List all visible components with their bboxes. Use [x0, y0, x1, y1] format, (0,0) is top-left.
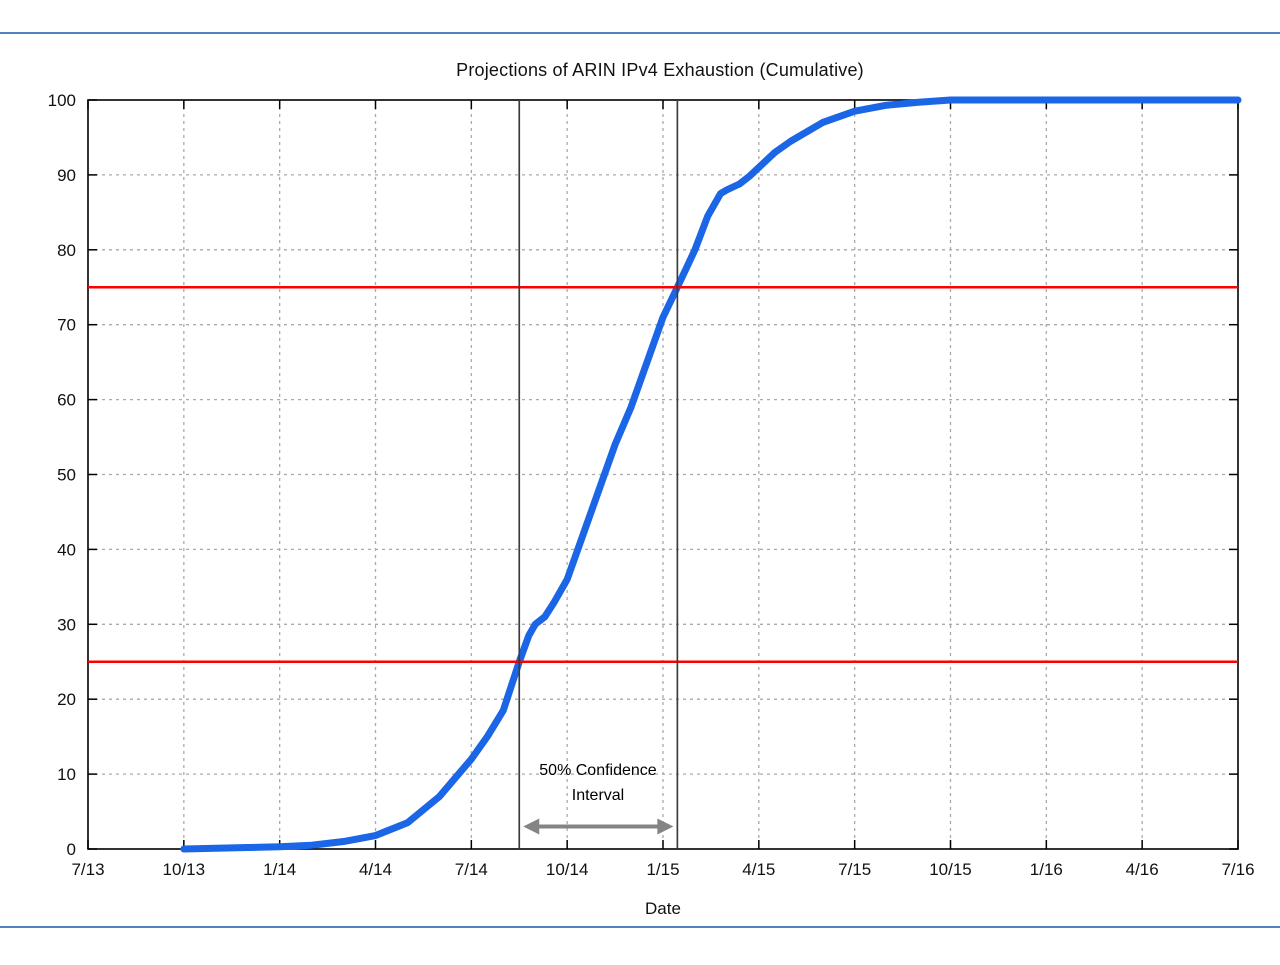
y-tick-label: 40	[57, 540, 76, 559]
x-tick-label: 7/16	[1221, 860, 1254, 879]
x-tick-label: 4/14	[359, 860, 392, 879]
x-tick-label: 10/15	[929, 860, 972, 879]
series-cumulative-exhaustion-probability	[180, 96, 1242, 853]
x-axis-label: Date	[645, 899, 681, 918]
confidence-interval-label-line1: 50% Confidence	[539, 762, 657, 779]
y-tick-label: 0	[67, 840, 76, 859]
y-tick-label: 50	[57, 466, 76, 485]
x-tick-label: 7/13	[71, 860, 104, 879]
y-tick-label: 100	[48, 91, 76, 110]
x-tick-label: 10/14	[546, 860, 589, 879]
y-tick-label: 90	[57, 166, 76, 185]
x-tick-label: 10/13	[163, 860, 206, 879]
x-tick-label: 1/14	[263, 860, 296, 879]
y-tick-label: 20	[57, 690, 76, 709]
confidence-interval-label-line2: Interval	[571, 787, 625, 804]
ci-arrow-head-left	[523, 818, 540, 835]
x-tick-label: 4/16	[1126, 860, 1159, 879]
x-tick-label: 7/15	[838, 860, 871, 879]
y-tick-label: 30	[57, 615, 76, 634]
bottom-border-rule	[0, 926, 1280, 928]
x-tick-label: 1/16	[1030, 860, 1063, 879]
chart-title: Projections of ARIN IPv4 Exhaustion (Cum…	[456, 60, 864, 80]
x-tick-label: 1/15	[646, 860, 679, 879]
y-tick-label: 70	[57, 316, 76, 335]
ci-arrow-head-right	[657, 818, 674, 835]
top-border-rule	[0, 32, 1280, 34]
y-tick-label: 80	[57, 241, 76, 260]
x-tick-label: 7/14	[455, 860, 488, 879]
y-tick-label: 60	[57, 391, 76, 410]
x-tick-label: 4/15	[742, 860, 775, 879]
y-tick-label: 10	[57, 765, 76, 784]
